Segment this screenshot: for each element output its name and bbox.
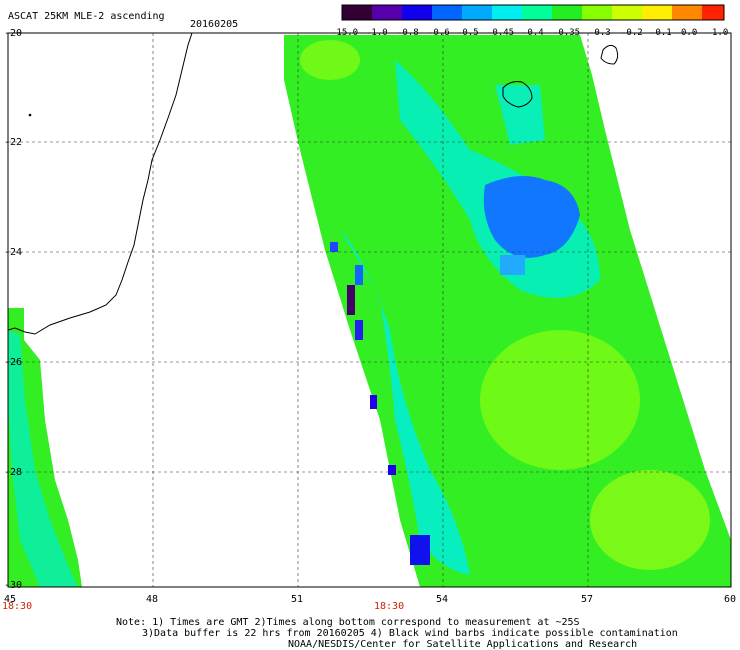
- dark-pixel: [330, 242, 338, 252]
- colorbar-label: -0.2: [621, 28, 643, 38]
- yellow-region: [590, 470, 710, 570]
- reunion-island: [502, 81, 533, 108]
- blue-core: [500, 255, 525, 275]
- lat-label: -22: [4, 137, 23, 148]
- map-title: ASCAT 25KM MLE-2 ascending: [8, 11, 165, 22]
- madagascar-coastline: [8, 33, 193, 335]
- colorbar-label: -0.8: [397, 28, 419, 38]
- colorbar-label: -0.6: [428, 28, 450, 38]
- colorbar-label: -0.3: [589, 28, 611, 38]
- dark-pixel: [355, 265, 363, 285]
- yellow-region: [300, 40, 360, 80]
- dark-pixel: [370, 395, 377, 409]
- yellow-region: [480, 330, 640, 470]
- colorbar-label: -0.1: [650, 28, 672, 38]
- footnote-line2: 3)Data buffer is 22 hrs from 20160205 4)…: [142, 628, 678, 639]
- colorbar-label: -0.4: [522, 28, 544, 38]
- lat-label: -24: [4, 247, 23, 258]
- colorbar-label: -0.45: [487, 28, 515, 38]
- main-swath: [284, 35, 731, 587]
- lon-label: 57: [581, 594, 594, 605]
- lon-label: 54: [436, 594, 449, 605]
- lat-label: -30: [4, 580, 23, 591]
- lon-label: 45: [4, 594, 17, 605]
- colorbar-label: -1.0: [366, 28, 388, 38]
- lat-label: -20: [4, 28, 23, 39]
- footnote-line3: NOAA/NESDIS/Center for Satellite Applica…: [288, 639, 638, 650]
- time-label: 18:30: [374, 601, 405, 612]
- cyan-region: [495, 85, 545, 145]
- grid: [8, 33, 731, 587]
- mauritius-island: [600, 44, 619, 65]
- plot-border: [7, 32, 732, 588]
- dark-pixel: [388, 465, 396, 475]
- colorbar-label: -0.5: [457, 28, 479, 38]
- dark-pixel: [410, 535, 430, 565]
- islet-marker: [28, 113, 32, 117]
- cyan-region: [340, 230, 470, 575]
- lon-label: 48: [146, 594, 159, 605]
- colorbar: [341, 4, 725, 21]
- footnote-line1: Note: 1) Times are GMT 2)Times along bot…: [116, 617, 580, 628]
- time-label: 18:30: [2, 601, 33, 612]
- colorbar-label: 0.0: [681, 28, 698, 38]
- colorbar-label: -0.35: [553, 28, 581, 38]
- lon-label: 51: [291, 594, 304, 605]
- lat-label: -26: [4, 357, 23, 368]
- lat-label: -28: [4, 467, 23, 478]
- dark-pixel: [355, 320, 363, 340]
- blue-core: [483, 176, 580, 258]
- lon-label: 60: [724, 594, 737, 605]
- map-date: 20160205: [190, 19, 239, 30]
- colorbar-label: 1.0: [712, 28, 729, 38]
- dark-pixel: [347, 285, 355, 315]
- cyan-region: [8, 330, 78, 587]
- colorbar-label: -15.0: [331, 28, 359, 38]
